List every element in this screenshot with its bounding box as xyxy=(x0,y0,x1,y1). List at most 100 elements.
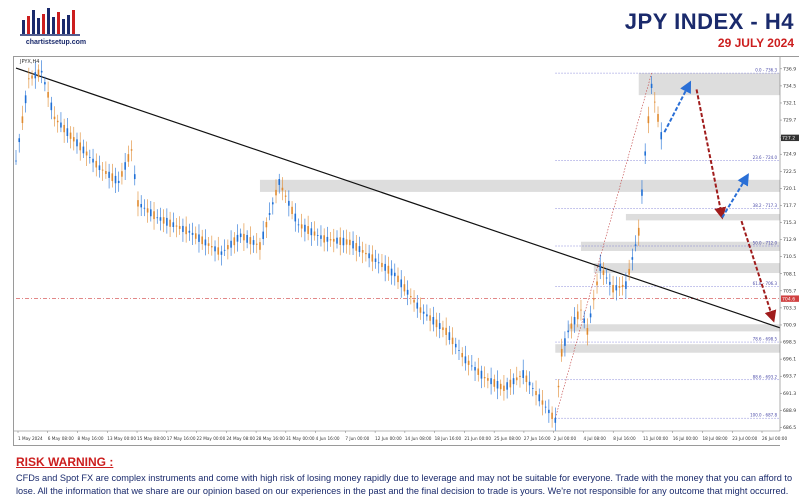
candle-body xyxy=(621,284,624,288)
candle-body xyxy=(217,247,220,255)
candle-body xyxy=(519,375,521,378)
candle-body xyxy=(605,277,608,279)
x-tick-label-17: 27 Jun 16:00 xyxy=(524,436,551,441)
candle-body xyxy=(493,379,496,387)
candle-body xyxy=(573,317,576,325)
fib-level-label-7: 100.0 - 687.8 xyxy=(750,413,777,418)
candle-body xyxy=(92,158,94,163)
x-tick-label-21: 11 Jul 00:00 xyxy=(643,436,668,441)
reference-price-label: 704.6 xyxy=(782,296,795,302)
x-tick-label-25: 26 Jul 00:00 xyxy=(762,436,787,441)
candle-body xyxy=(294,213,297,222)
candle-body xyxy=(182,225,184,232)
candle-body xyxy=(220,251,223,255)
candle-body xyxy=(496,381,499,389)
candle-body xyxy=(89,157,91,158)
risk-warning-title: RISK WARNING : xyxy=(16,455,114,469)
price-chart[interactable]: 0.0 - 736.3 23.6 - 724.0 38.2 - 717.3 50.0 … xyxy=(14,57,800,447)
x-tick-label-19: 4 Jul 08:00 xyxy=(583,436,606,441)
y-axis-background xyxy=(780,57,800,447)
fib-level-label-5: 78.6 - 698.5 xyxy=(753,337,778,342)
x-tick-label-8: 28 May 16:00 xyxy=(256,436,285,441)
candle-body xyxy=(589,313,592,318)
x-tick-label-18: 2 Jul 00:00 xyxy=(554,436,577,441)
x-tick-label-15: 21 Jun 00:00 xyxy=(464,436,491,441)
candle-body xyxy=(227,245,229,250)
candle-body xyxy=(352,240,354,249)
candle-body xyxy=(641,189,643,196)
y-tick-label-1: 688.9 xyxy=(783,408,796,414)
candle-body xyxy=(223,249,226,251)
x-tick-label-12: 12 Jun 00:00 xyxy=(375,436,402,441)
x-tick-label-7: 24 May 08:00 xyxy=(226,436,255,441)
candle-body xyxy=(117,180,120,184)
projection-arrow-blue-0 xyxy=(663,80,692,133)
candle-body xyxy=(644,151,646,156)
candle-body xyxy=(153,211,155,220)
y-tick-label-19: 732.1 xyxy=(783,100,796,106)
y-tick-label-21: 736.9 xyxy=(783,66,796,72)
candle-body xyxy=(419,307,422,313)
fib-level-label-6: 88.6 - 693.2 xyxy=(753,374,778,379)
candle-body xyxy=(650,83,653,89)
candle-body xyxy=(339,237,342,245)
candle-body xyxy=(162,217,165,224)
candle-body xyxy=(272,202,274,205)
y-tick-label-4: 696.1 xyxy=(783,357,796,363)
candle-body xyxy=(397,275,399,283)
x-tick-label-1: 6 May 08:00 xyxy=(48,436,74,441)
fib-level-label-1: 23.6 - 724.0 xyxy=(753,155,778,160)
y-tick-label-20: 734.5 xyxy=(783,83,796,89)
candle-body xyxy=(284,195,287,197)
candle-body xyxy=(426,314,428,317)
candle-body xyxy=(239,233,242,238)
candle-body xyxy=(349,239,351,246)
supply-demand-zone-1 xyxy=(259,179,780,192)
candle-body xyxy=(121,171,123,177)
y-tick-label-9: 708.1 xyxy=(783,271,796,277)
candle-body xyxy=(201,236,203,245)
current-price-box xyxy=(781,134,799,142)
candle-body xyxy=(143,207,146,209)
y-tick-label-7: 703.3 xyxy=(783,305,796,311)
candle-body xyxy=(255,243,258,245)
candle-body xyxy=(454,343,457,348)
candle-body xyxy=(567,330,569,333)
x-tick-label-11: 7 Jun 00:00 xyxy=(345,436,369,441)
candle-body xyxy=(56,120,59,123)
candle-body xyxy=(297,224,300,226)
candle-body xyxy=(150,209,152,217)
chart-area[interactable]: 0.0 - 736.3 23.6 - 724.0 38.2 - 717.3 50.0 … xyxy=(13,56,800,447)
candle-body xyxy=(101,169,104,171)
candle-body xyxy=(249,237,252,245)
candle-body xyxy=(85,151,88,156)
y-tick-label-0: 686.5 xyxy=(783,425,796,431)
candle-body xyxy=(570,323,573,329)
candle-body xyxy=(95,160,98,168)
y-tick-label-13: 717.7 xyxy=(783,203,796,209)
candle-body xyxy=(406,289,409,295)
candle-body xyxy=(28,78,30,80)
candle-body xyxy=(393,272,396,277)
candle-body xyxy=(34,72,37,79)
candle-body xyxy=(259,242,261,250)
projection-arrow-blue-2 xyxy=(721,173,749,219)
candle-body xyxy=(371,254,374,262)
candle-body xyxy=(654,101,656,103)
candle-body xyxy=(413,299,415,303)
candle-body xyxy=(544,406,547,408)
candle-body xyxy=(24,95,27,104)
candle-body xyxy=(548,409,550,414)
candle-body xyxy=(435,319,438,328)
candle-body xyxy=(506,382,508,390)
candle-body xyxy=(442,327,444,331)
trendline xyxy=(15,67,781,329)
candle-body xyxy=(499,383,502,390)
candle-body xyxy=(316,235,319,236)
candle-body xyxy=(172,222,175,228)
candle-body xyxy=(377,262,380,264)
candle-body xyxy=(262,231,264,240)
candle-body xyxy=(593,299,595,301)
x-tick-label-10: 4 Jun 16:00 xyxy=(316,436,340,441)
candle-body xyxy=(634,244,637,246)
